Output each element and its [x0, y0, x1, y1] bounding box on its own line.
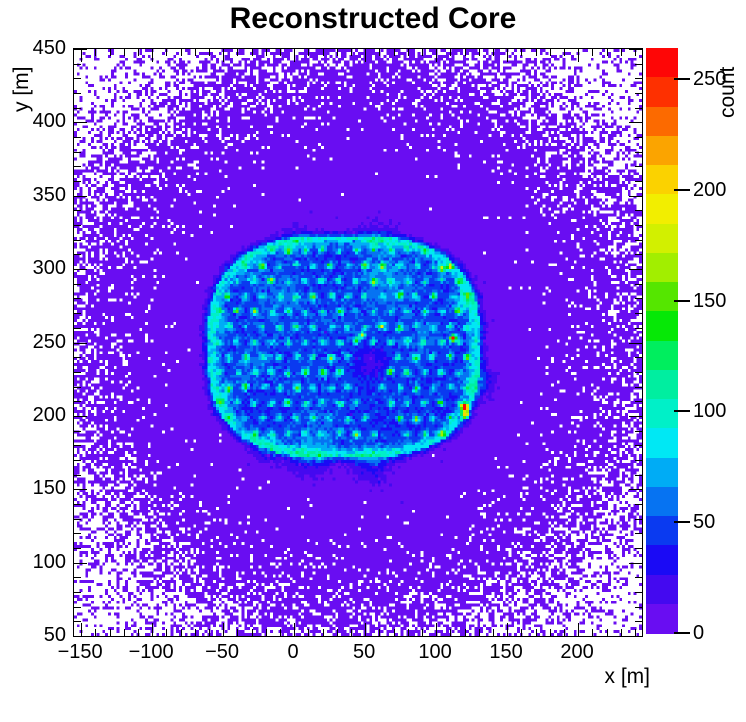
colorbar-band — [646, 603, 678, 634]
colorbar-band — [646, 399, 678, 429]
colorbar-band — [646, 340, 678, 371]
colorbar-title: count — [716, 66, 739, 118]
colorbar-tick-label: 0 — [693, 622, 705, 644]
colorbar-band — [646, 194, 678, 224]
y-tick-label: 350 — [32, 183, 66, 206]
colorbar-band — [646, 48, 678, 78]
colorbar-tick-label: 100 — [693, 400, 727, 423]
colorbar-band — [646, 311, 678, 341]
colorbar-band — [646, 369, 678, 400]
y-tick-label: 300 — [32, 257, 66, 280]
colorbar-band — [646, 428, 678, 458]
x-tick-label: −150 — [57, 641, 103, 663]
colorbar-band — [646, 77, 678, 107]
colorbar-band — [646, 165, 678, 195]
colorbar-band — [646, 106, 678, 137]
colorbar-tick — [674, 78, 690, 81]
x-axis-title: x [m] — [604, 665, 651, 688]
y-tick-label: 450 — [32, 37, 66, 59]
x-tick-label: 100 — [418, 641, 452, 663]
colorbar-tick-label: 50 — [693, 511, 716, 534]
colorbar-band — [646, 545, 678, 575]
colorbar-band — [646, 252, 678, 283]
y-tick-label: 400 — [32, 110, 66, 133]
x-tick-label: −100 — [128, 641, 174, 663]
y-tick-label: 200 — [32, 403, 66, 426]
colorbar-tick — [674, 632, 690, 634]
colorbar-tick — [674, 521, 690, 524]
axis-tick — [629, 636, 642, 637]
y-tick-label: 50 — [43, 624, 66, 646]
y-tick-label: 100 — [32, 550, 66, 573]
colorbar-tick — [674, 299, 690, 302]
plot-frame — [73, 48, 643, 637]
colorbar-band — [646, 486, 678, 517]
colorbar-band — [646, 457, 678, 488]
y-tick-label: 150 — [32, 477, 66, 500]
colorbar — [646, 48, 678, 634]
x-tick-label: −50 — [205, 641, 240, 663]
x-tick-label: 150 — [489, 641, 523, 663]
colorbar-tick-label: 250 — [693, 68, 727, 91]
y-tick-label: 250 — [32, 330, 66, 353]
colorbar-tick-label: 200 — [693, 178, 727, 201]
colorbar-band — [646, 574, 678, 605]
x-tick-label: 50 — [352, 641, 376, 663]
colorbar-band — [646, 135, 678, 166]
colorbar-tick — [674, 188, 690, 191]
heatmap-canvas — [74, 49, 642, 636]
x-tick-label: 0 — [287, 641, 299, 663]
colorbar-band — [646, 516, 678, 546]
plot-title: Reconstructed Core — [229, 2, 517, 35]
colorbar-band — [646, 282, 678, 312]
axis-tick — [74, 636, 87, 637]
colorbar-tick — [674, 410, 690, 413]
colorbar-band — [646, 223, 678, 254]
y-axis-title: y [m] — [10, 66, 33, 113]
colorbar-tick-label: 150 — [693, 289, 727, 312]
x-tick-label: 200 — [560, 641, 594, 663]
